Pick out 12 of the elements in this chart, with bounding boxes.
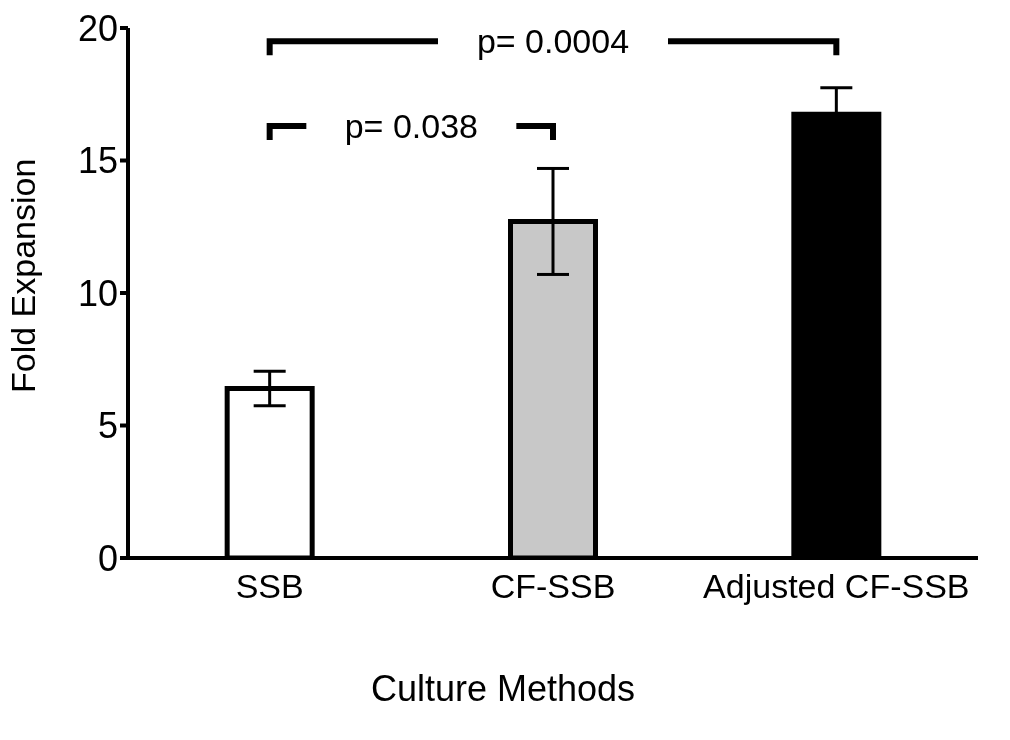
- y-tick-label: 10: [77, 272, 118, 314]
- x-tick-label: SSB: [235, 567, 304, 606]
- annotation: p= 0.038: [344, 107, 478, 146]
- y-tick-label: 0: [97, 537, 118, 579]
- x-axis-title: Culture Methods: [369, 668, 637, 710]
- y-tick-label: 20: [77, 7, 118, 49]
- x-tick-label: Adjusted CF-SSB: [703, 567, 970, 606]
- annotation: p= 0.0004: [476, 22, 630, 61]
- y-axis-title: Fold Expansion: [4, 158, 43, 393]
- y-tick-label: 15: [77, 140, 118, 182]
- x-tick-label: CF-SSB: [490, 567, 616, 606]
- y-tick-label: 5: [97, 405, 118, 447]
